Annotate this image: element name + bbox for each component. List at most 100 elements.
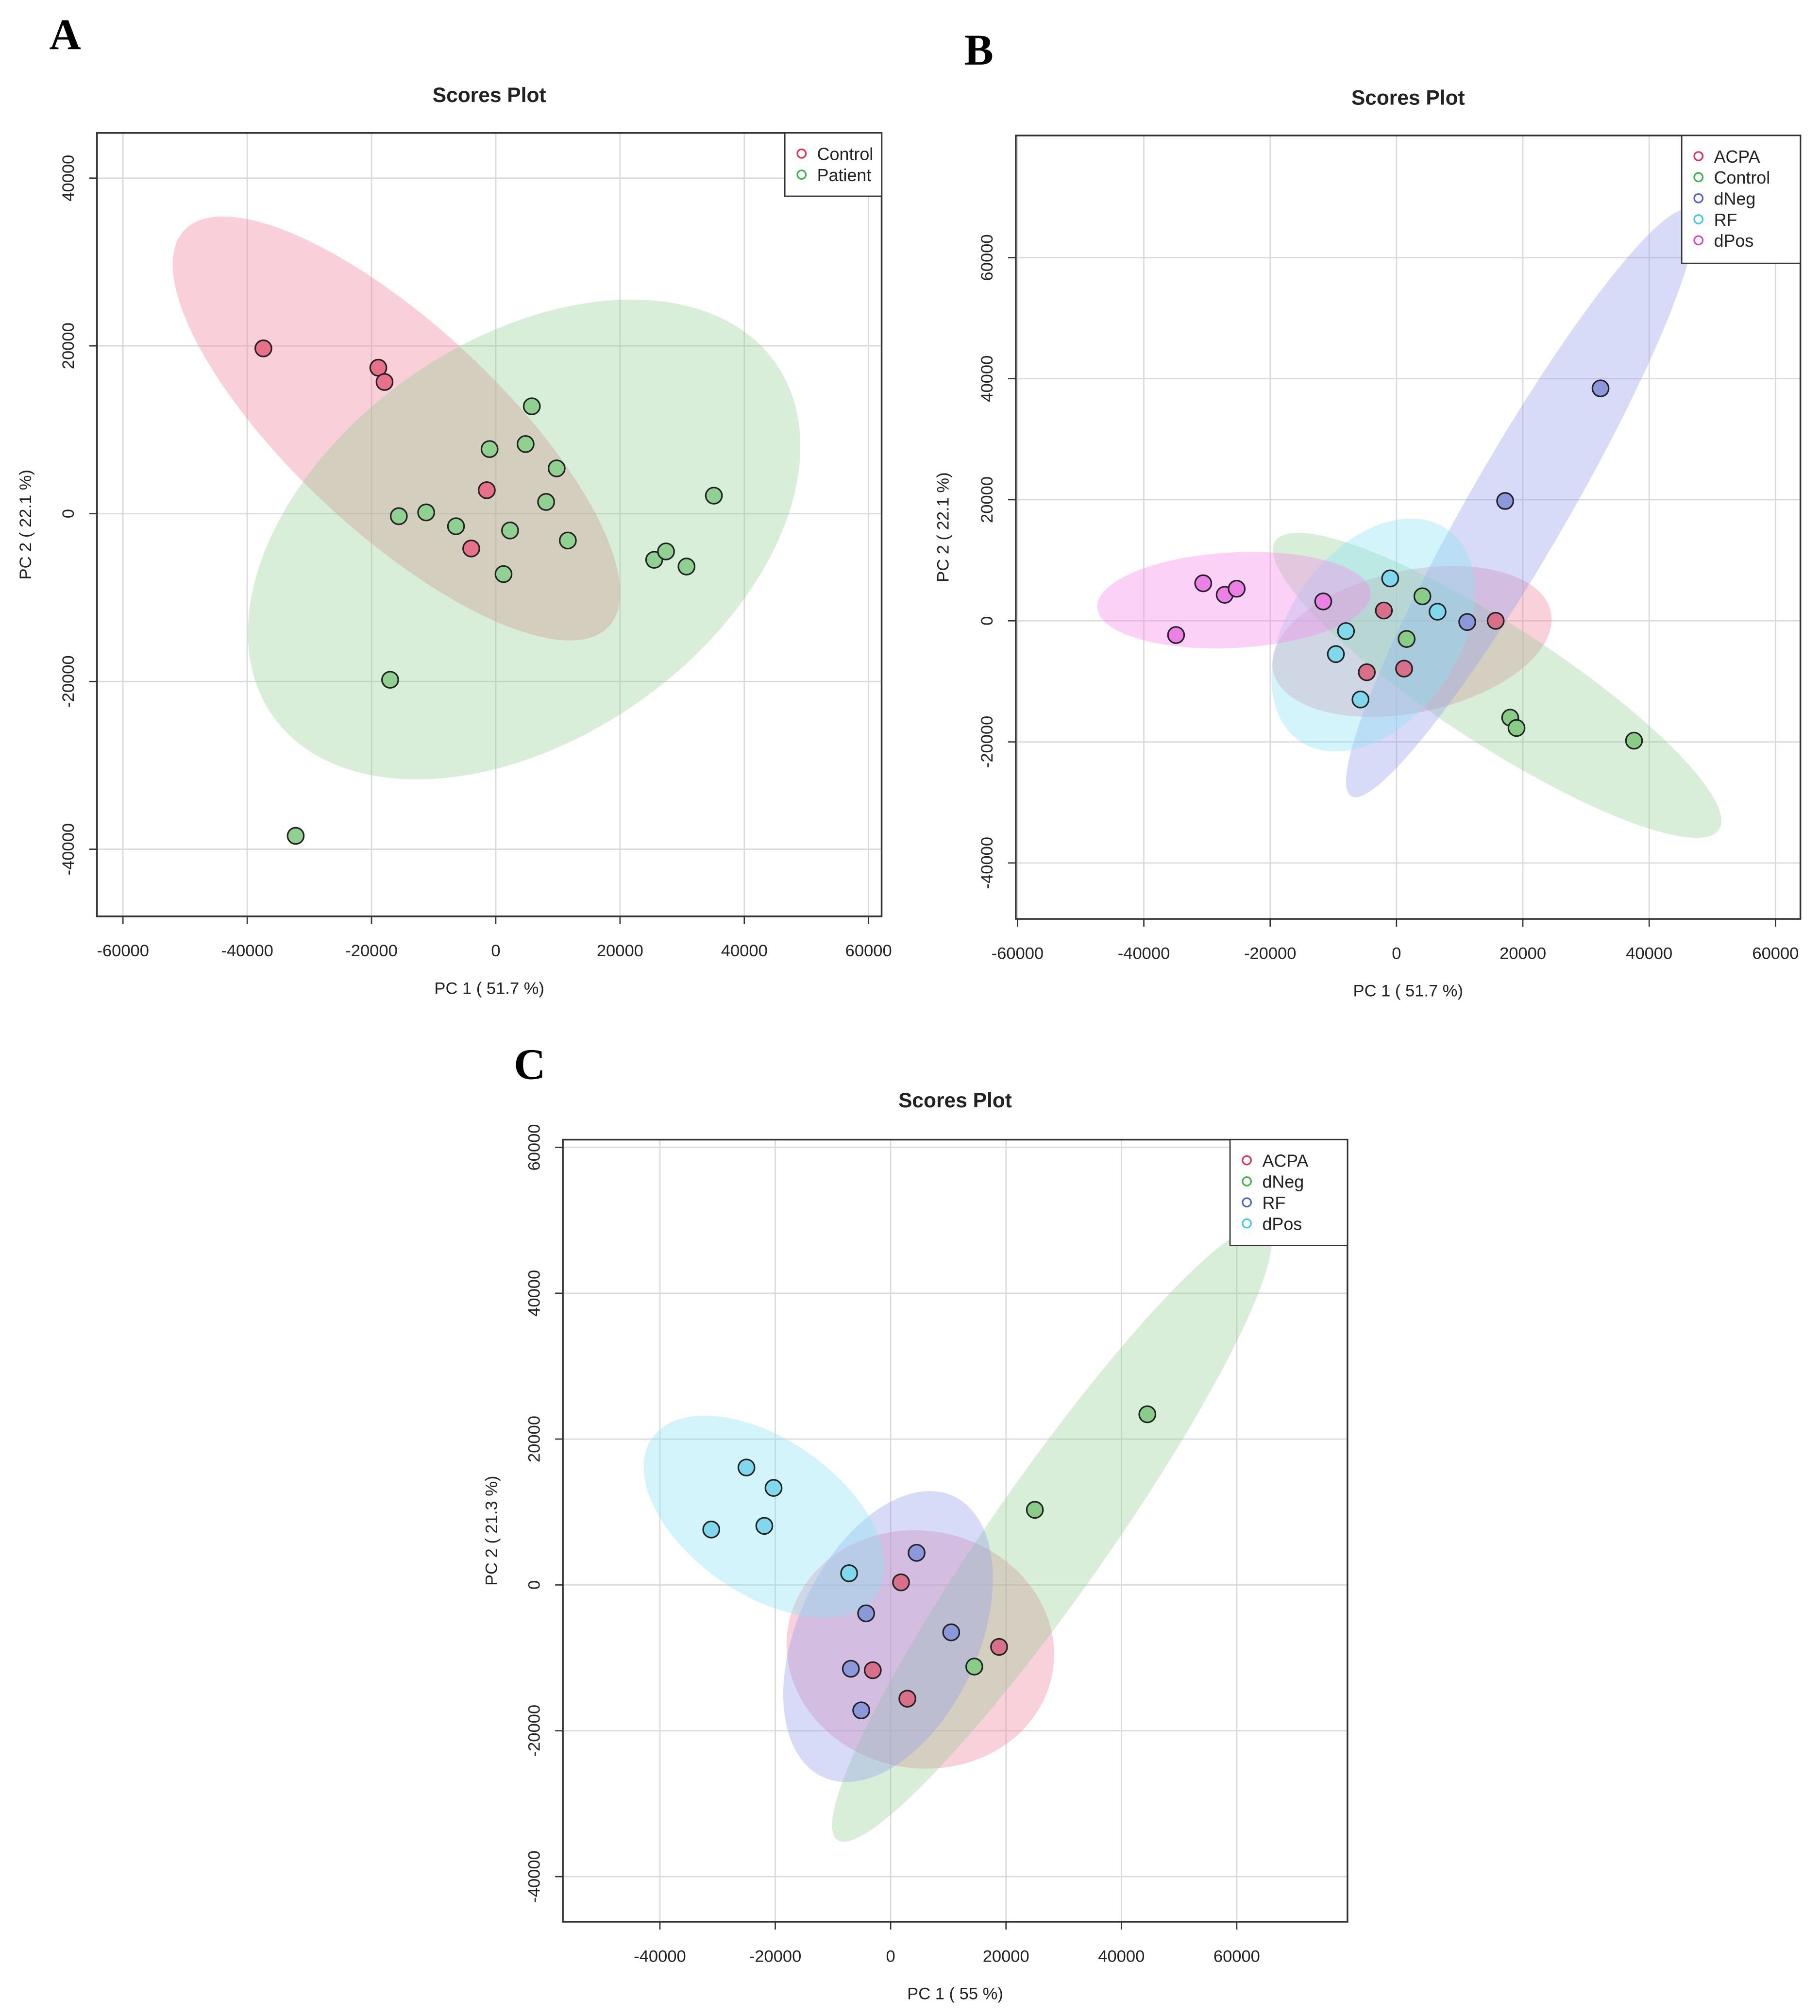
x-tick-label: 20000 — [597, 942, 643, 960]
chart-title: Scores Plot — [1351, 86, 1465, 109]
data-point-control — [1507, 719, 1526, 737]
y-tick-label: 40000 — [525, 1270, 543, 1317]
data-point-rf — [857, 1604, 875, 1623]
y-tick-label: 0 — [978, 616, 996, 626]
legend-box — [784, 132, 882, 197]
y-tick-label: 40000 — [978, 356, 996, 402]
x-tick-label: 60000 — [845, 942, 892, 960]
data-point-dpos — [737, 1458, 756, 1476]
x-tick-label: 60000 — [1752, 945, 1799, 963]
plot-frame — [96, 132, 883, 917]
data-point-dpos — [702, 1520, 721, 1539]
legend-label-acpa: ACPA — [1262, 1151, 1308, 1170]
data-point-patient — [657, 542, 675, 560]
y-tick-label: -40000 — [525, 1850, 543, 1903]
data-point-dpos — [1314, 593, 1332, 610]
data-point-control — [375, 373, 394, 391]
legend-box — [1681, 135, 1801, 264]
legend-label-dpos: dPos — [1262, 1214, 1302, 1234]
x-axis-label: PC 1 ( 51.7 %) — [434, 979, 544, 998]
y-tick-label: 40000 — [59, 155, 78, 202]
data-point-dpos — [1167, 626, 1185, 644]
legend-marker-patient — [796, 169, 807, 180]
data-point-control — [1413, 587, 1432, 606]
data-point-acpa — [1375, 601, 1393, 620]
legend-label-patient: Patient — [817, 166, 872, 185]
y-tick-label: 20000 — [525, 1416, 543, 1462]
x-tick-label: 20000 — [983, 1947, 1029, 1965]
data-point-dpos — [840, 1564, 858, 1582]
data-point-patient — [494, 565, 513, 583]
confidence-ellipse-patient — [248, 299, 801, 779]
data-point-control — [1625, 731, 1643, 750]
data-point-patient — [501, 521, 519, 540]
x-tick-label: 40000 — [1626, 945, 1672, 963]
data-point-rf — [842, 1660, 860, 1678]
data-point-acpa — [1358, 663, 1376, 681]
legend-marker-dneg — [1693, 193, 1704, 203]
scores-plot-a: Scores Plot -60000 -40000 -20000 0 20000 40000… — [17, 84, 892, 998]
data-point-acpa — [892, 1573, 910, 1592]
legend: Control Patient — [784, 132, 882, 197]
x-tick-label: -60000 — [992, 945, 1044, 963]
data-point-control — [462, 540, 480, 558]
data-point-rf — [908, 1543, 926, 1562]
data-point-dneg — [1026, 1501, 1044, 1519]
data-point-rf — [1351, 690, 1370, 709]
x-tick-label: 40000 — [1098, 1947, 1145, 1965]
data-point-patient — [417, 503, 435, 522]
data-point-patient — [522, 397, 541, 415]
legend-label-acpa: ACPA — [1714, 147, 1760, 167]
data-point-rf — [1429, 603, 1447, 621]
data-point-patient — [677, 558, 696, 576]
y-axis-label: PC 2 ( 22.1 %) — [934, 472, 953, 582]
data-point-patient — [381, 671, 399, 689]
y-axis-label: PC 2 ( 22.1 %) — [17, 470, 35, 579]
x-axis-label: PC 1 ( 55 %) — [907, 1984, 1003, 2003]
panel-letter-a: A — [49, 10, 81, 59]
data-point-dpos — [764, 1479, 783, 1497]
chart-title: Scores Plot — [433, 84, 546, 107]
y-tick-label: -40000 — [59, 823, 78, 876]
legend-marker-dneg — [1242, 1176, 1252, 1186]
x-tick-label: -40000 — [1118, 945, 1170, 963]
y-axis-label: PC 2 ( 21.3 %) — [483, 1476, 501, 1586]
y-tick-label: 20000 — [978, 476, 996, 523]
data-point-acpa — [1395, 660, 1413, 678]
x-tick-label: -40000 — [221, 942, 273, 960]
data-point-patient — [559, 531, 577, 550]
confidence-ellipse-dneg — [832, 1225, 1272, 1842]
panel-letter-b: B — [964, 25, 994, 74]
data-point-patient — [537, 493, 555, 511]
x-tick-label: 20000 — [1500, 945, 1546, 963]
data-point-dneg — [1591, 379, 1610, 397]
data-point-rf — [942, 1623, 961, 1642]
x-tick-label: -20000 — [749, 1947, 802, 1965]
scores-plot-b: Scores Plot -60000 -40000 -20000 0 20000 40000… — [934, 86, 1802, 1000]
chart-title: Scores Plot — [898, 1089, 1012, 1112]
data-point-dneg — [965, 1658, 983, 1676]
confidence-ellipse-dneg — [1346, 209, 1695, 797]
data-point-patient — [286, 827, 305, 845]
x-tick-label: -20000 — [345, 942, 398, 960]
data-point-acpa — [1486, 611, 1505, 630]
data-point-patient — [389, 507, 408, 525]
x-tick-label: -40000 — [634, 1947, 686, 1965]
confidence-ellipse-rf — [1271, 518, 1475, 752]
y-tick-label: -20000 — [59, 655, 78, 708]
data-point-rf — [1337, 622, 1355, 640]
data-point-control — [1398, 630, 1416, 648]
data-point-control — [478, 481, 496, 499]
x-axis-label: PC 1 ( 51.7 %) — [1353, 982, 1463, 1000]
legend-marker-rf — [1242, 1197, 1252, 1208]
y-tick-label: -20000 — [978, 716, 996, 768]
x-tick-label: 0 — [1392, 945, 1401, 963]
data-point-patient — [480, 440, 499, 458]
legend-label-rf: RF — [1262, 1193, 1285, 1213]
y-tick-label: 20000 — [59, 322, 78, 369]
legend-marker-acpa — [1693, 151, 1704, 161]
confidence-ellipse-rf — [783, 1491, 993, 1782]
